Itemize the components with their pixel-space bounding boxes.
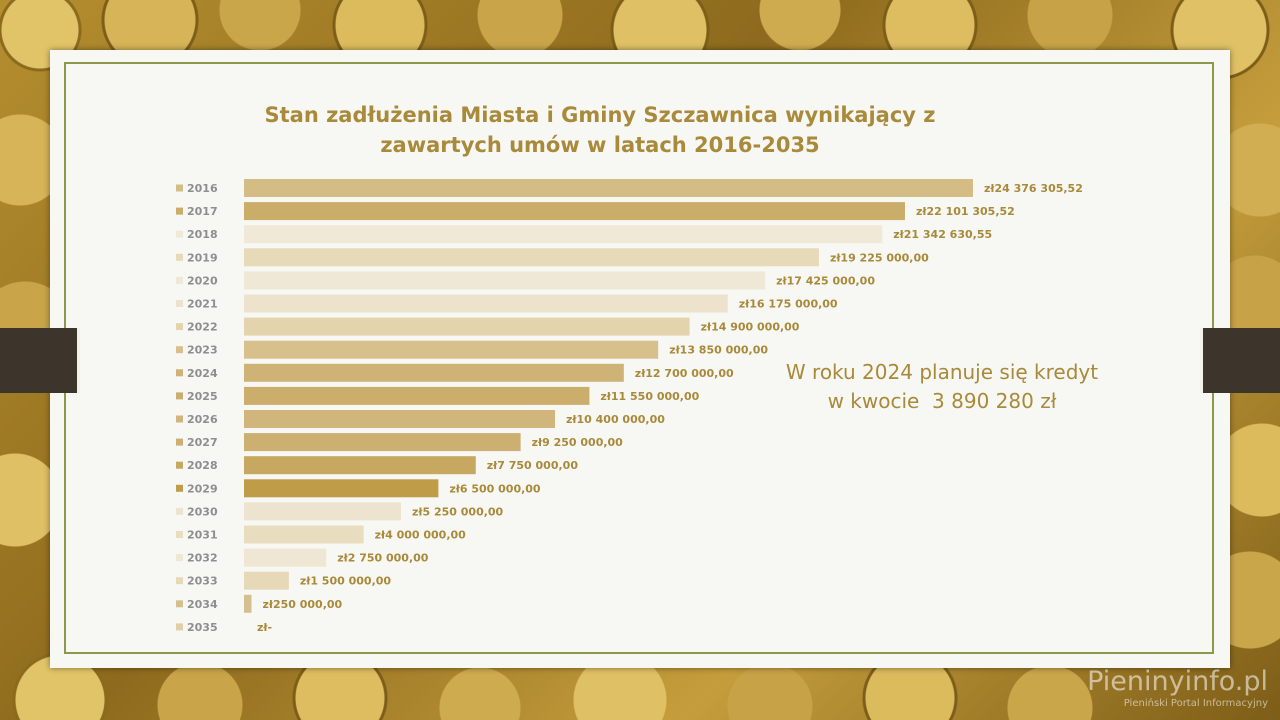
bar-value-label: zł13 850 000,00 bbox=[669, 344, 768, 357]
bar bbox=[244, 317, 690, 336]
legend-year-label: 2034 bbox=[187, 598, 218, 611]
legend-year-label: 2033 bbox=[187, 575, 218, 588]
bar-value-label: zł22 101 305,52 bbox=[916, 205, 1015, 218]
bar bbox=[244, 456, 476, 475]
legend-year-label: 2020 bbox=[187, 274, 218, 287]
bar-value-label: zł- bbox=[257, 621, 272, 634]
legend-year-label: 2029 bbox=[187, 482, 218, 495]
legend-year-label: 2023 bbox=[187, 344, 218, 357]
legend-swatch bbox=[176, 253, 183, 261]
legend-swatch bbox=[176, 346, 183, 354]
legend-year-label: 2022 bbox=[187, 321, 218, 334]
legend-swatch bbox=[176, 323, 183, 331]
legend-swatch bbox=[176, 276, 183, 284]
bar-value-label: zł9 250 000,00 bbox=[532, 436, 624, 449]
legend-swatch bbox=[176, 300, 183, 307]
bar-value-label: zł24 376 305,52 bbox=[984, 182, 1083, 195]
bar bbox=[244, 179, 973, 197]
legend-year-label: 2031 bbox=[187, 529, 218, 542]
legend-swatch bbox=[176, 507, 183, 515]
bar bbox=[244, 571, 289, 590]
watermark: Pieninyinfo.pl Pieniński Portal Informac… bbox=[1087, 666, 1268, 710]
bar-value-label: zł6 500 000,00 bbox=[449, 482, 541, 495]
left-side-tab bbox=[0, 328, 80, 393]
bar bbox=[244, 386, 590, 405]
legend-swatch bbox=[176, 600, 183, 608]
legend-swatch bbox=[176, 392, 183, 400]
legend-swatch bbox=[176, 577, 183, 585]
bar-value-label: zł4 000 000,00 bbox=[375, 529, 467, 542]
bar-value-label: zł10 400 000,00 bbox=[566, 413, 665, 426]
bar bbox=[244, 410, 556, 428]
bar-value-label: zł19 225 000,00 bbox=[830, 251, 929, 264]
bar bbox=[244, 594, 252, 613]
chart-title-line-1: Stan zadłużenia Miasta i Gminy Szczawnic… bbox=[264, 103, 936, 127]
legend-year-label: 2028 bbox=[187, 459, 218, 472]
bar bbox=[244, 225, 883, 244]
watermark-subtitle: Pieniński Portal Informacyjny bbox=[1123, 698, 1268, 709]
bar bbox=[244, 433, 521, 452]
legend-year-label: 2035 bbox=[187, 621, 218, 634]
legend-year-label: 2026 bbox=[187, 413, 218, 426]
bar-value-label: zł17 425 000,00 bbox=[776, 274, 875, 287]
legend-swatch bbox=[176, 369, 183, 377]
legend-year-label: 2017 bbox=[187, 205, 218, 218]
credit-note-line-1: W roku 2024 planuje się kredyt bbox=[785, 360, 1099, 384]
credit-note-line-2: w kwocie 3 890 280 zł bbox=[827, 389, 1057, 413]
bar bbox=[244, 294, 728, 313]
bar bbox=[244, 202, 905, 221]
legend-swatch bbox=[176, 623, 183, 631]
bar bbox=[244, 502, 402, 521]
bar-value-label: zł16 175 000,00 bbox=[739, 298, 838, 311]
bar-value-label: zł5 250 000,00 bbox=[412, 505, 504, 518]
legend-year-label: 2016 bbox=[187, 182, 218, 195]
bar bbox=[244, 525, 364, 544]
legend-year-label: 2027 bbox=[187, 436, 218, 449]
legend-year-label: 2032 bbox=[187, 552, 218, 565]
bar-value-label: zł2 750 000,00 bbox=[337, 552, 429, 565]
legend-swatch bbox=[176, 230, 183, 238]
bar bbox=[244, 479, 439, 498]
bar-value-label: zł1 500 000,00 bbox=[300, 575, 392, 588]
bar-value-label: zł21 342 630,55 bbox=[893, 228, 992, 241]
bar-value-label: zł11 550 000,00 bbox=[600, 390, 699, 403]
watermark-name: Pieninyinfo.pl bbox=[1087, 666, 1268, 697]
legend-year-label: 2021 bbox=[187, 298, 218, 311]
legend-year-label: 2019 bbox=[187, 251, 218, 264]
credit-note: W roku 2024 planuje się kredyt w kwocie … bbox=[742, 358, 1142, 416]
bar bbox=[244, 340, 659, 359]
bar-value-label: zł12 700 000,00 bbox=[635, 367, 734, 380]
chart-title: Stan zadłużenia Miasta i Gminy Szczawnic… bbox=[170, 100, 1030, 160]
bar-value-label: zł250 000,00 bbox=[262, 598, 342, 611]
legend-swatch bbox=[176, 207, 183, 215]
bar-value-label: zł7 750 000,00 bbox=[487, 459, 579, 472]
legend-swatch bbox=[176, 415, 183, 423]
legend-swatch bbox=[176, 461, 183, 469]
bar-value-label: zł14 900 000,00 bbox=[701, 321, 800, 334]
legend-year-label: 2025 bbox=[187, 390, 218, 403]
bar bbox=[244, 248, 819, 267]
legend-swatch bbox=[176, 531, 183, 538]
bar bbox=[244, 548, 327, 567]
bar bbox=[244, 363, 624, 382]
legend-swatch bbox=[176, 438, 183, 446]
legend-year-label: 2024 bbox=[187, 367, 218, 380]
legend-swatch bbox=[176, 184, 183, 192]
legend-swatch bbox=[176, 484, 183, 492]
right-side-tab bbox=[1200, 328, 1280, 393]
legend-year-label: 2018 bbox=[187, 228, 218, 241]
legend-swatch bbox=[176, 554, 183, 562]
bar bbox=[244, 271, 766, 290]
legend-year-label: 2030 bbox=[187, 505, 218, 518]
chart-title-line-2: zawartych umów w latach 2016-2035 bbox=[380, 133, 820, 157]
